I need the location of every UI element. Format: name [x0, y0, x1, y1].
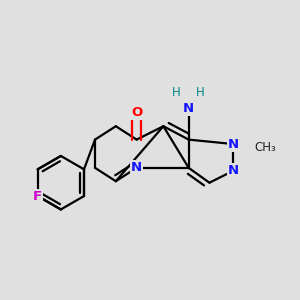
Text: N: N	[228, 138, 239, 151]
Text: H: H	[196, 85, 205, 98]
Text: N: N	[131, 161, 142, 174]
Text: O: O	[131, 106, 142, 119]
Text: N: N	[183, 102, 194, 115]
Text: CH₃: CH₃	[254, 140, 276, 154]
Text: H: H	[172, 85, 181, 98]
Text: N: N	[228, 164, 239, 177]
Text: F: F	[33, 190, 42, 202]
